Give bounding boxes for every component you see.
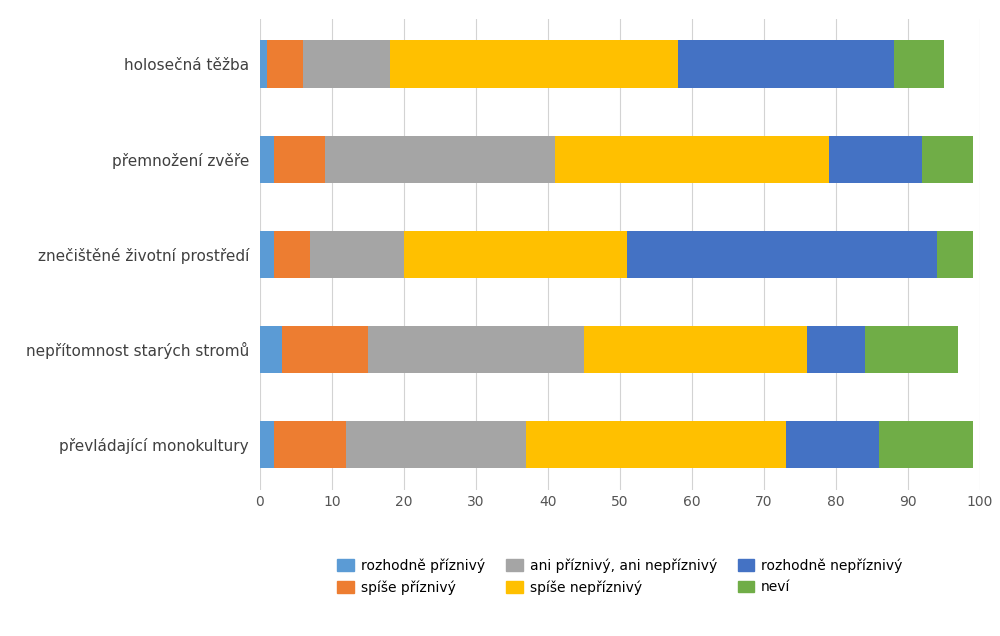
- Bar: [274, 231, 310, 278]
- Bar: [829, 135, 922, 183]
- Bar: [555, 135, 829, 183]
- Bar: [260, 231, 274, 278]
- Bar: [404, 231, 627, 278]
- Bar: [267, 41, 303, 88]
- Bar: [807, 326, 865, 373]
- Bar: [894, 41, 944, 88]
- Bar: [678, 41, 894, 88]
- Bar: [325, 135, 555, 183]
- Bar: [526, 421, 786, 468]
- Bar: [346, 421, 526, 468]
- Bar: [260, 421, 274, 468]
- Bar: [390, 41, 678, 88]
- Bar: [922, 135, 973, 183]
- Bar: [260, 326, 282, 373]
- Bar: [937, 231, 973, 278]
- Bar: [274, 135, 325, 183]
- Bar: [260, 41, 267, 88]
- Bar: [786, 421, 879, 468]
- Bar: [260, 135, 274, 183]
- Bar: [879, 421, 973, 468]
- Bar: [584, 326, 807, 373]
- Legend: rozhodně příznivý, spíše příznivý, ani příznivý, ani nepříznivý, spíše nepřízniv: rozhodně příznivý, spíše příznivý, ani p…: [332, 553, 908, 600]
- Bar: [368, 326, 584, 373]
- Bar: [865, 326, 958, 373]
- Bar: [303, 41, 390, 88]
- Bar: [627, 231, 937, 278]
- Bar: [282, 326, 368, 373]
- Bar: [274, 421, 346, 468]
- Bar: [310, 231, 404, 278]
